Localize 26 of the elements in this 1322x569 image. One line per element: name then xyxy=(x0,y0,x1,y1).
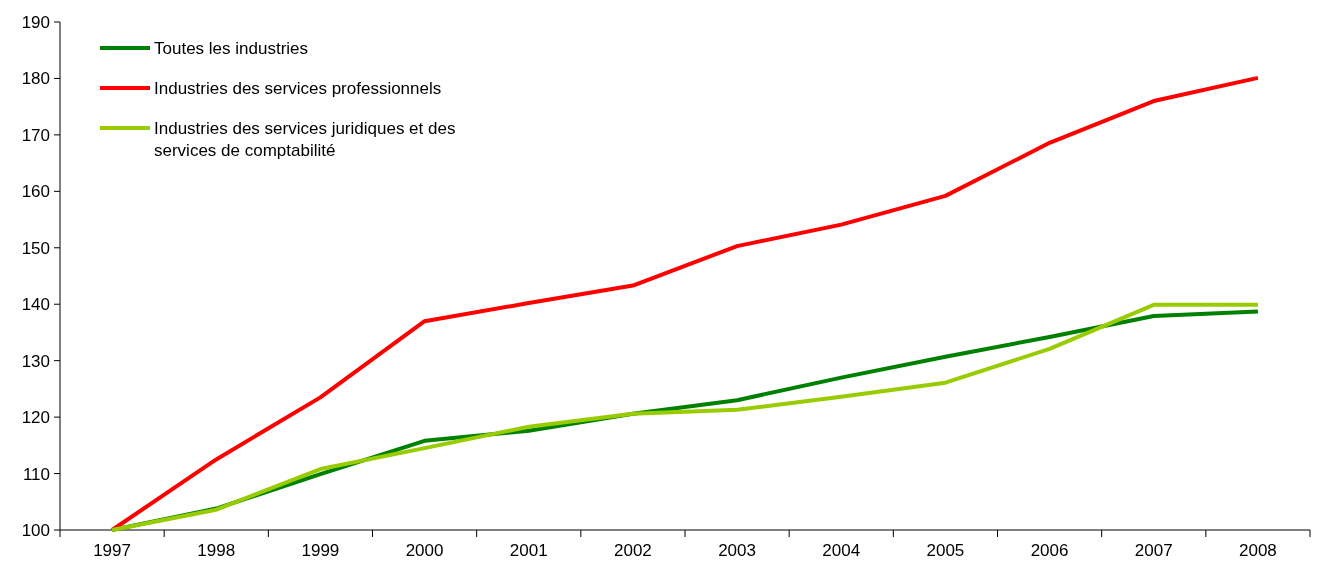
x-tick-label: 2002 xyxy=(614,541,652,560)
legend-label: Industries des services juridiques et des services de comptabilité xyxy=(154,118,456,160)
x-tick-label: 1997 xyxy=(93,541,131,560)
x-tick-label: 2007 xyxy=(1134,541,1173,560)
x-tick-label: 2000 xyxy=(405,541,444,560)
legend-label: Industries des services professionnels xyxy=(154,78,442,98)
y-tick-label: 180 xyxy=(21,69,50,89)
y-tick-label: 120 xyxy=(21,408,50,428)
y-tick-label: 170 xyxy=(21,125,50,145)
x-tick-label: 2001 xyxy=(509,541,548,560)
x-tick-label: 1998 xyxy=(197,541,236,560)
x-tick-label: 2008 xyxy=(1239,541,1277,560)
y-tick-label: 110 xyxy=(22,464,50,484)
y-tick-label: 130 xyxy=(21,351,50,371)
x-tick-label: 2005 xyxy=(926,541,965,560)
y-tick-label: 100 xyxy=(21,520,50,540)
y-tick-label: 190 xyxy=(21,12,50,32)
line-series xyxy=(110,75,1260,532)
legend-label: Toutes les industries xyxy=(154,38,309,58)
x-tick-label: 2004 xyxy=(822,541,861,560)
y-tick-label: 140 xyxy=(21,295,50,315)
x-tick-label: 2003 xyxy=(718,541,756,560)
y-tick-label: 150 xyxy=(21,238,50,258)
y-tick-label: 160 xyxy=(21,182,50,202)
x-tick-label: 1999 xyxy=(301,541,340,560)
x-tick-label: 2006 xyxy=(1030,541,1069,560)
